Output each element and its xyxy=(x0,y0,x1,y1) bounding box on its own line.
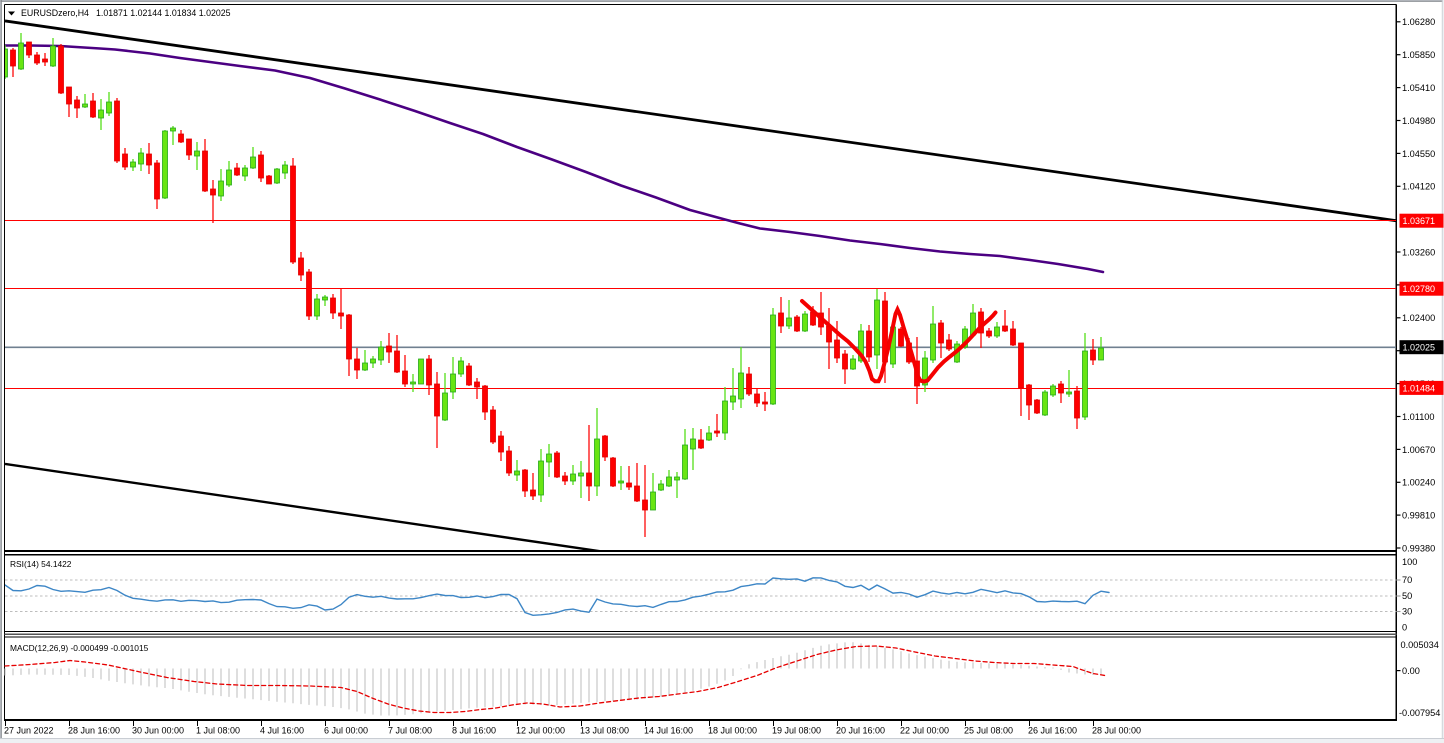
svg-text:0.00: 0.00 xyxy=(1402,666,1420,676)
svg-text:4 Jul 16:00: 4 Jul 16:00 xyxy=(260,726,304,736)
svg-text:1.02400: 1.02400 xyxy=(1402,313,1435,323)
svg-text:22 Jul 00:00: 22 Jul 00:00 xyxy=(900,726,949,736)
svg-text:1.06280: 1.06280 xyxy=(1402,17,1435,27)
svg-text:1.04120: 1.04120 xyxy=(1402,182,1435,192)
svg-text:70: 70 xyxy=(1402,575,1412,585)
svg-text:0.99810: 0.99810 xyxy=(1402,511,1435,521)
svg-text:1.03671: 1.03671 xyxy=(1403,216,1436,226)
svg-text:RSI(14) 54.1422: RSI(14) 54.1422 xyxy=(10,559,72,569)
svg-text:1.03260: 1.03260 xyxy=(1402,247,1435,257)
svg-text:0: 0 xyxy=(1402,623,1407,633)
svg-text:14 Jul 16:00: 14 Jul 16:00 xyxy=(644,726,693,736)
svg-text:18 Jul 00:00: 18 Jul 00:00 xyxy=(708,726,757,736)
svg-text:7 Jul 08:00: 7 Jul 08:00 xyxy=(388,726,432,736)
svg-text:25 Jul 08:00: 25 Jul 08:00 xyxy=(964,726,1013,736)
svg-text:27 Jun 2022: 27 Jun 2022 xyxy=(4,726,54,736)
svg-text:1.05850: 1.05850 xyxy=(1402,50,1435,60)
svg-text:1.00240: 1.00240 xyxy=(1402,478,1435,488)
svg-text:1.04550: 1.04550 xyxy=(1402,149,1435,159)
svg-text:6 Jul 00:00: 6 Jul 00:00 xyxy=(324,726,368,736)
svg-text:1.01100: 1.01100 xyxy=(1402,412,1435,422)
svg-text:30 Jun 00:00: 30 Jun 00:00 xyxy=(132,726,184,736)
svg-text:1 Jul 08:00: 1 Jul 08:00 xyxy=(196,726,240,736)
svg-text:28 Jul 00:00: 28 Jul 00:00 xyxy=(1092,726,1141,736)
svg-text:26 Jul 16:00: 26 Jul 16:00 xyxy=(1028,726,1077,736)
svg-text:-0.007954: -0.007954 xyxy=(1399,708,1440,718)
svg-text:19 Jul 08:00: 19 Jul 08:00 xyxy=(772,726,821,736)
svg-text:1.01871 1.02144 1.01834 1.0202: 1.01871 1.02144 1.01834 1.02025 xyxy=(96,8,231,18)
svg-text:13 Jul 08:00: 13 Jul 08:00 xyxy=(580,726,629,736)
svg-text:1.05410: 1.05410 xyxy=(1402,83,1435,93)
svg-text:50: 50 xyxy=(1402,591,1412,601)
svg-text:100: 100 xyxy=(1402,557,1417,567)
svg-text:30: 30 xyxy=(1402,607,1412,617)
svg-text:1.02025: 1.02025 xyxy=(1403,343,1436,353)
svg-text:MACD(12,26,9) -0.000499 -0.001: MACD(12,26,9) -0.000499 -0.001015 xyxy=(10,643,149,653)
svg-text:EURUSDzero,H4: EURUSDzero,H4 xyxy=(21,8,89,18)
svg-text:0.005034: 0.005034 xyxy=(1401,640,1439,650)
svg-text:20 Jul 16:00: 20 Jul 16:00 xyxy=(836,726,885,736)
svg-text:8 Jul 16:00: 8 Jul 16:00 xyxy=(452,726,496,736)
svg-text:1.04980: 1.04980 xyxy=(1402,116,1435,126)
svg-text:1.02780: 1.02780 xyxy=(1403,284,1436,294)
svg-text:28 Jun 16:00: 28 Jun 16:00 xyxy=(68,726,120,736)
svg-text:0.99380: 0.99380 xyxy=(1402,543,1435,553)
svg-text:1.00670: 1.00670 xyxy=(1402,445,1435,455)
svg-text:12 Jul 00:00: 12 Jul 00:00 xyxy=(516,726,565,736)
svg-text:1.01484: 1.01484 xyxy=(1403,383,1436,393)
